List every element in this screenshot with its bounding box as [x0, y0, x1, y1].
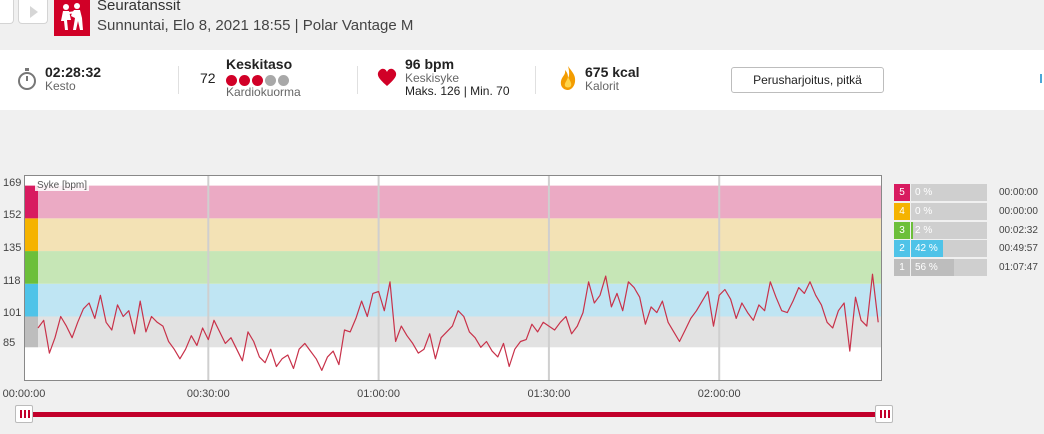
- previous-button[interactable]: [0, 0, 14, 24]
- zone-row-2: 2 42 % 00:49:57: [894, 240, 1044, 257]
- x-tick-label: 01:30:00: [527, 388, 571, 400]
- zone-bar-fill: [911, 222, 913, 239]
- zone-4-strip: [25, 218, 38, 252]
- zone-number: 5: [894, 184, 910, 201]
- stopwatch-icon: [18, 68, 36, 90]
- zone-percent: 0 %: [915, 206, 933, 217]
- cardio-load-dot: [278, 75, 289, 86]
- cardio-load-dot: [239, 75, 250, 86]
- x-tick-label: 02:00:00: [697, 388, 741, 400]
- summary-panel: 02:28:32 Kesto 72 Keskitaso Kardiokuorma…: [0, 50, 1044, 110]
- cardio-load-dot: [265, 75, 276, 86]
- divider: [357, 66, 358, 94]
- x-tick-label: 01:00:00: [357, 388, 401, 400]
- zone-2-strip: [25, 283, 38, 317]
- hr-range: Maks. 126 | Min. 70: [405, 84, 510, 98]
- calories-value: 675 kcal: [585, 64, 640, 80]
- cardio-load-title: Keskitaso: [226, 56, 293, 72]
- hr-value: 96 bpm: [405, 56, 455, 72]
- play-icon: [30, 6, 38, 18]
- zone-row-3: 3 2 % 00:02:32: [894, 222, 1044, 239]
- zone-3-band: [38, 251, 881, 284]
- scrubber-right-handle[interactable]: [875, 405, 893, 423]
- zone-bar: 0 %: [911, 184, 987, 201]
- zone-row-5: 5 0 % 00:00:00: [894, 184, 1044, 201]
- chart-canvas: [25, 176, 881, 380]
- x-tick-label: 00:00:00: [2, 388, 46, 400]
- hr-label: Keskisyke: [405, 71, 460, 85]
- zone-1-strip: [25, 316, 38, 348]
- cardio-load-label: Kardiokuorma: [226, 85, 301, 99]
- cardio-load-dot: [252, 75, 263, 86]
- panel-edge-marker: [1040, 74, 1042, 83]
- zone-5-strip: [25, 185, 38, 219]
- divider: [535, 66, 536, 94]
- y-tick-label: 101: [3, 307, 22, 319]
- y-axis-title: Syke [bpm]: [35, 180, 90, 191]
- duration-value: 02:28:32: [45, 64, 102, 80]
- zone-1-band: [38, 316, 881, 348]
- zone-percent: 0 %: [915, 187, 933, 198]
- zone-bar: 2 %: [911, 222, 987, 239]
- heart-icon: [377, 68, 397, 86]
- calories-label: Kalorit: [585, 79, 620, 93]
- zone-bar-fill: [911, 240, 943, 257]
- zone-5-band: [38, 185, 881, 219]
- zone-number: 2: [894, 240, 910, 257]
- zone-time: 00:00:00: [999, 187, 1038, 198]
- zone-bar-fill: [911, 259, 954, 276]
- zone-percent: 56 %: [915, 262, 938, 273]
- y-tick-label: 169: [3, 177, 22, 189]
- dance-sport-icon: [54, 0, 90, 36]
- zone-bar: 42 %: [911, 240, 987, 257]
- cardio-load-dots: [226, 73, 346, 86]
- zone-time: 00:00:00: [999, 206, 1038, 217]
- heart-rate-line: [37, 273, 879, 371]
- y-tick-label: 135: [3, 242, 22, 254]
- zone-row-1: 1 56 % 01:07:47: [894, 259, 1044, 276]
- zone-time: 00:02:32: [999, 225, 1038, 236]
- zone-number: 3: [894, 222, 910, 239]
- zone-2-band: [38, 283, 881, 317]
- timeline-scrubber-track[interactable]: [28, 412, 880, 417]
- scrubber-left-handle[interactable]: [15, 405, 33, 423]
- y-tick-label: 118: [3, 275, 21, 287]
- zone-percent: 42 %: [915, 243, 938, 254]
- page-title: Seuratanssit: [97, 0, 181, 14]
- zone-percent: 2 %: [915, 225, 933, 236]
- heart-rate-chart[interactable]: [24, 175, 882, 381]
- zone-4-band: [38, 218, 881, 252]
- zone-3-strip: [25, 251, 38, 284]
- zone-bar: 0 %: [911, 203, 987, 220]
- duration-label: Kesto: [45, 79, 76, 93]
- training-benefit-button[interactable]: Perusharjoitus, pitkä: [731, 67, 884, 93]
- y-tick-label: 152: [3, 209, 22, 221]
- play-button[interactable]: [18, 0, 48, 24]
- zone-time: 00:49:57: [999, 243, 1038, 254]
- zone-bar: 56 %: [911, 259, 987, 276]
- divider: [178, 66, 179, 94]
- top-bar: Seuratanssit Sunnuntai, Elo 8, 2021 18:5…: [0, 0, 1044, 50]
- session-subtitle: Sunnuntai, Elo 8, 2021 18:55 | Polar Van…: [97, 17, 414, 34]
- zone-time: 01:07:47: [999, 262, 1038, 273]
- cardio-load-value: 72: [200, 70, 216, 86]
- y-tick-label: 85: [3, 337, 16, 349]
- zone-row-4: 4 0 % 00:00:00: [894, 203, 1044, 220]
- x-tick-label: 00:30:00: [186, 388, 230, 400]
- cardio-load-dot: [226, 75, 237, 86]
- zone-number: 4: [894, 203, 910, 220]
- zone-number: 1: [894, 259, 910, 276]
- flame-icon: [560, 66, 576, 90]
